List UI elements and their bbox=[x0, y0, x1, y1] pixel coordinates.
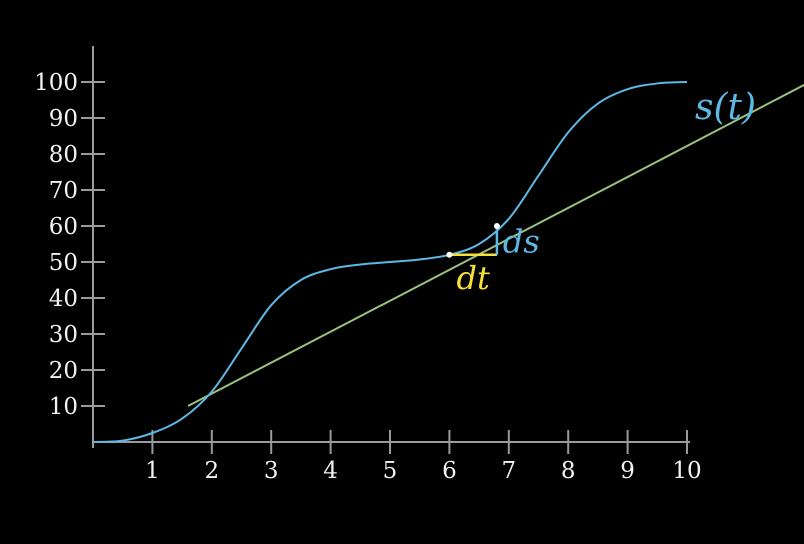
point-t bbox=[446, 251, 453, 258]
secant-line bbox=[187, 83, 804, 407]
y-tick-label: 60 bbox=[49, 214, 78, 240]
x-tick-label: 3 bbox=[264, 458, 279, 484]
dt-label: dt bbox=[456, 259, 489, 297]
series-label: s(t) bbox=[695, 87, 756, 128]
x-tick-label: 8 bbox=[561, 458, 576, 484]
y-tick-label: 90 bbox=[49, 106, 78, 132]
ds-label: ds bbox=[503, 222, 540, 260]
y-tick-label: 40 bbox=[49, 286, 78, 312]
series-layer bbox=[92, 81, 804, 443]
y-tick-label: 20 bbox=[49, 358, 78, 384]
x-tick-label: 2 bbox=[204, 458, 219, 484]
y-tick-label: 30 bbox=[49, 322, 78, 348]
y-tick-label: 10 bbox=[49, 394, 78, 420]
x-tick-label: 5 bbox=[383, 458, 398, 484]
point-t-plus-dt bbox=[493, 223, 500, 229]
y-tick-label: 100 bbox=[34, 70, 78, 96]
series-line-s-of-t bbox=[92, 81, 688, 443]
x-ticks: 1 2 3 4 5 6 7 8 9 10 bbox=[145, 430, 702, 484]
x-tick-label: 6 bbox=[442, 458, 457, 484]
y-tick-label: 50 bbox=[49, 250, 78, 276]
y-tick-label: 80 bbox=[49, 142, 78, 168]
x-tick-label: 9 bbox=[620, 458, 635, 484]
x-tick-label: 7 bbox=[501, 458, 516, 484]
x-tick-label: 1 bbox=[145, 458, 160, 484]
x-tick-label: 10 bbox=[672, 458, 701, 484]
axes bbox=[92, 46, 690, 448]
y-tick-label: 70 bbox=[49, 178, 78, 204]
x-tick-label: 4 bbox=[323, 458, 338, 484]
y-ticks: 10 20 30 40 50 60 70 80 90 100 bbox=[34, 70, 105, 420]
